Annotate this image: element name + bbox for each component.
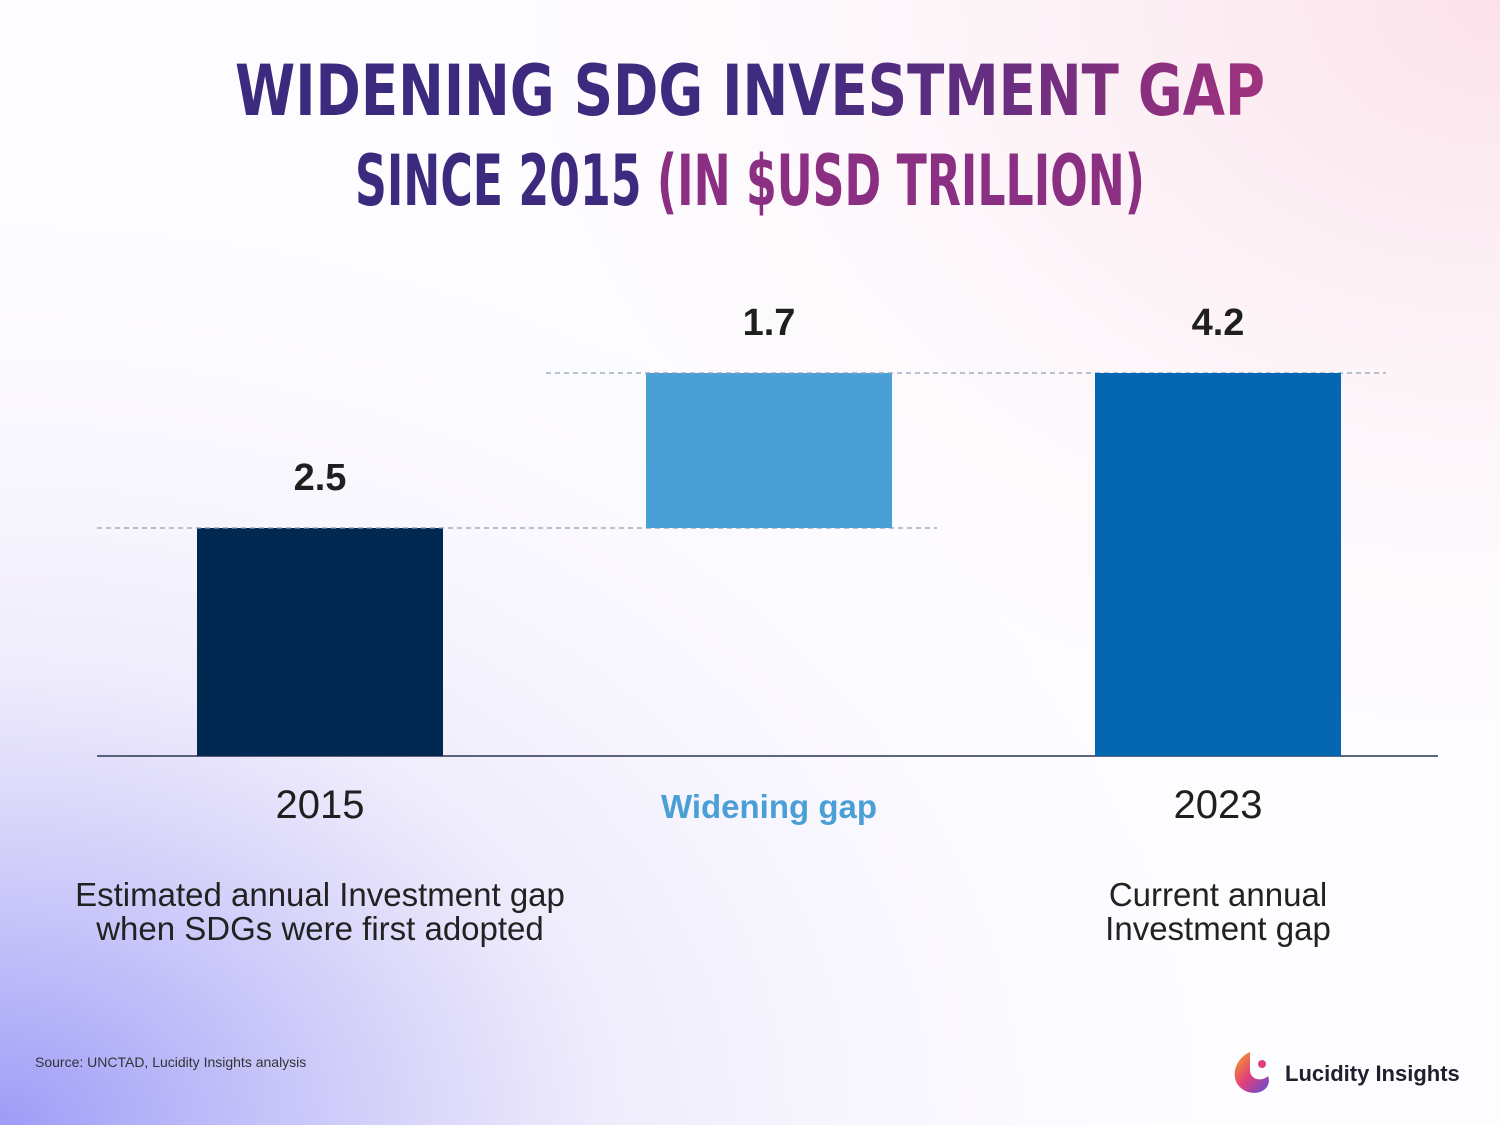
logo-icon — [1234, 1052, 1269, 1093]
x-tick-label: Widening gap — [661, 788, 877, 825]
bar — [197, 528, 443, 756]
logo-dot — [1258, 1060, 1266, 1068]
bar — [1095, 373, 1341, 756]
description: when SDGs were first adopted — [95, 910, 544, 947]
brand-logo — [1234, 1052, 1269, 1093]
x-tick-label: 2015 — [276, 783, 365, 827]
chart-title: WIDENING SDG INVESTMENT GAP — [235, 50, 1265, 132]
description: Current annual — [1109, 876, 1327, 913]
value-label: 4.2 — [1192, 302, 1245, 344]
chart-title: SINCE 2015 — [355, 140, 642, 222]
source: Source: UNCTAD, Lucidity Insights analys… — [35, 1054, 306, 1070]
description: Estimated annual Investment gap — [75, 876, 565, 913]
x-tick-label: 2023 — [1174, 783, 1263, 827]
value-label: 2.5 — [294, 457, 347, 499]
description: Investment gap — [1105, 910, 1331, 947]
chart-title: SINCE 2015 (IN $USD TRILLION) — [355, 140, 1145, 222]
bar — [646, 373, 892, 529]
chart-subtitle: (IN $USD TRILLION) — [657, 140, 1145, 222]
value-label: 1.7 — [743, 302, 796, 344]
brand: Lucidity Insights — [1285, 1061, 1460, 1086]
